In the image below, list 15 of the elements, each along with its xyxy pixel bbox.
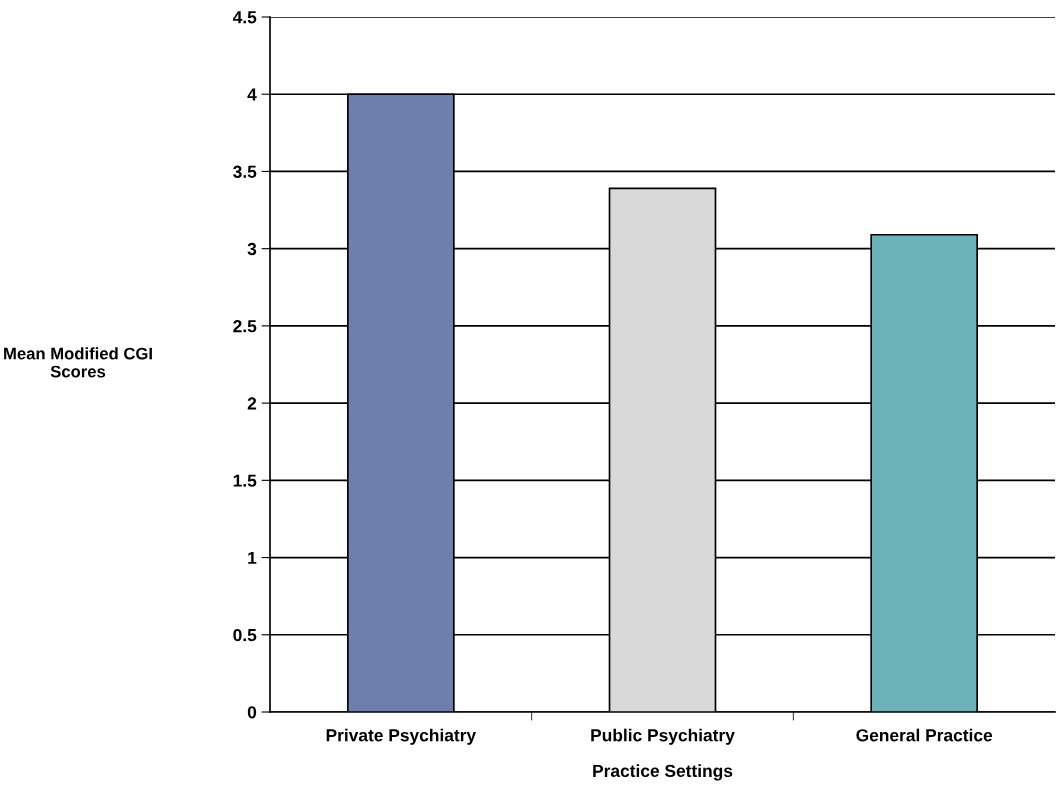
y-tick-label: 3.5 [233,165,257,178]
x-tick-label: General Practice [856,728,993,742]
x-axis-title: Practice Settings [593,764,733,781]
y-tick-label: 3 [247,242,257,256]
x-tick-label: Private Psychiatry [326,728,477,745]
y-tick-label: 4 [247,88,257,101]
x-tick-label: Public Psychiatry [591,728,735,745]
y-tick-label: 1.5 [233,474,257,487]
y-tick-label: 4.5 [232,11,257,24]
y-tick-label: 1 [248,551,257,564]
y-tick-label: 2.5 [233,320,257,333]
y-tick-label: 0.5 [233,628,257,642]
y-axis-title: Mean Modified CGI Scores [4,347,152,378]
y-tick-label: 0 [247,706,257,719]
y-tick-label: 2 [247,397,257,410]
